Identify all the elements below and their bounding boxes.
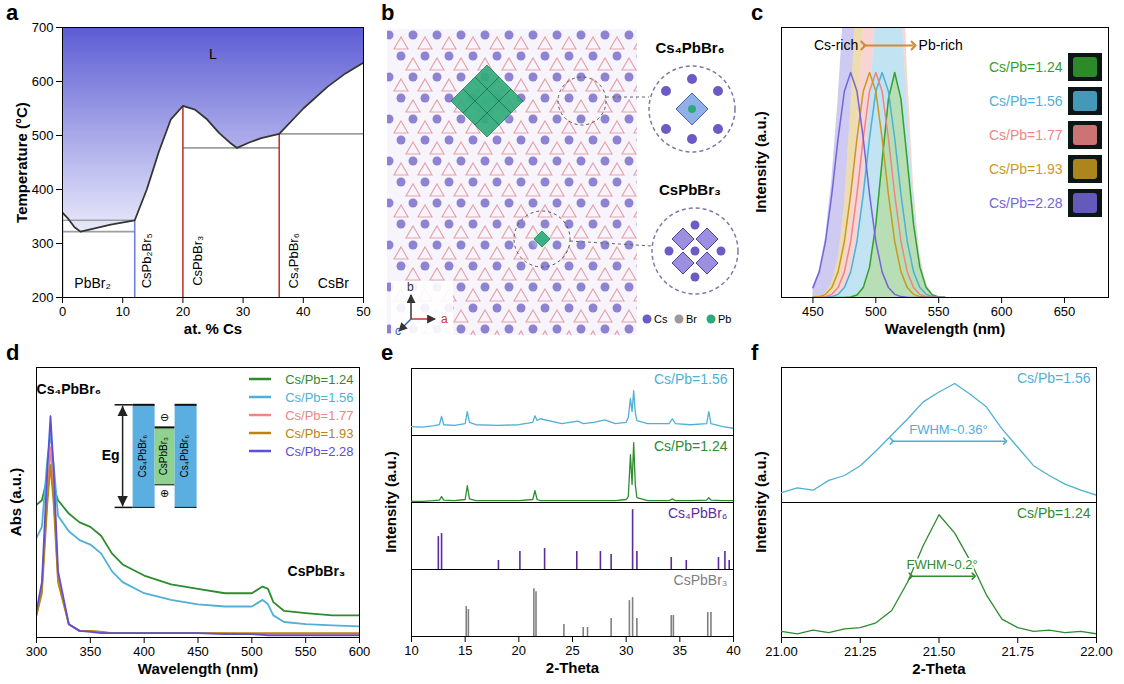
svg-text:CsPbBr₃: CsPbBr₃ — [190, 236, 205, 286]
svg-text:21.00: 21.00 — [765, 644, 798, 659]
svg-text:0: 0 — [59, 304, 66, 319]
svg-text:25: 25 — [565, 643, 579, 658]
svg-text:450: 450 — [187, 644, 209, 659]
svg-text:35: 35 — [673, 643, 687, 658]
svg-text:Cs₄PbBr₆: Cs₄PbBr₆ — [656, 39, 725, 56]
svg-text:2-Theta: 2-Theta — [912, 660, 966, 677]
svg-text:500: 500 — [241, 644, 263, 659]
svg-text:a: a — [441, 312, 448, 326]
svg-text:10: 10 — [115, 304, 129, 319]
svg-text:550: 550 — [928, 304, 950, 319]
svg-text:FWHM~0.2°: FWHM~0.2° — [907, 557, 978, 572]
svg-text:Cs/Pb=2.28: Cs/Pb=2.28 — [989, 195, 1063, 211]
svg-text:CsPbBr₃: CsPbBr₃ — [158, 437, 169, 476]
svg-text:Wavelength (nm): Wavelength (nm) — [138, 660, 258, 677]
svg-text:20: 20 — [176, 304, 190, 319]
svg-text:2-Theta: 2-Theta — [546, 659, 600, 676]
svg-text:Cs₄PbBr₆: Cs₄PbBr₆ — [286, 233, 301, 288]
svg-text:Cs/Pb=1.56: Cs/Pb=1.56 — [654, 371, 728, 387]
svg-text:Pb-rich: Pb-rich — [919, 37, 963, 53]
svg-text:40: 40 — [296, 304, 310, 319]
svg-text:30: 30 — [619, 643, 633, 658]
svg-text:Cs/Pb=1.24: Cs/Pb=1.24 — [654, 438, 728, 454]
svg-text:50: 50 — [356, 304, 370, 319]
svg-text:Temperature (°C): Temperature (°C) — [13, 102, 30, 223]
svg-text:300: 300 — [26, 644, 48, 659]
svg-text:Cs/Pb=1.56: Cs/Pb=1.56 — [989, 93, 1063, 109]
svg-text:Eg: Eg — [102, 447, 120, 463]
svg-text:Br: Br — [686, 313, 697, 325]
svg-text:Cs/Pb=1.24: Cs/Pb=1.24 — [989, 59, 1063, 75]
svg-text:600: 600 — [991, 304, 1013, 319]
svg-text:300: 300 — [32, 236, 54, 251]
svg-text:CsBr: CsBr — [318, 275, 349, 291]
svg-text:Intensity (a.u.): Intensity (a.u.) — [382, 451, 399, 553]
svg-text:Cs₄PbBr₆: Cs₄PbBr₆ — [179, 435, 190, 478]
svg-text:Abs (a.u.): Abs (a.u.) — [7, 468, 24, 536]
svg-text:Cs/Pb=1.93: Cs/Pb=1.93 — [285, 426, 353, 441]
html-text:b: b — [381, 0, 395, 25]
html-text:f: f — [751, 340, 759, 365]
svg-text:PbBr₂: PbBr₂ — [74, 275, 111, 291]
svg-text:20: 20 — [512, 643, 526, 658]
svg-text:c: c — [395, 324, 401, 338]
svg-text:Cs-rich: Cs-rich — [814, 37, 858, 53]
svg-text:Cs/Pb=1.56: Cs/Pb=1.56 — [285, 390, 353, 405]
svg-text:Cs₄PbBr₆: Cs₄PbBr₆ — [668, 505, 728, 521]
svg-text:CsPb₂Br₅: CsPb₂Br₅ — [139, 233, 154, 288]
svg-text:600: 600 — [349, 644, 371, 659]
svg-text:10: 10 — [404, 643, 418, 658]
svg-text:550: 550 — [295, 644, 317, 659]
svg-text:Cs/Pb=1.93: Cs/Pb=1.93 — [989, 161, 1063, 177]
svg-text:450: 450 — [802, 304, 824, 319]
svg-text:at. % Cs: at. % Cs — [184, 320, 242, 337]
svg-text:Wavelength (nm): Wavelength (nm) — [885, 320, 1005, 337]
svg-text:CsPbBr₃: CsPbBr₃ — [674, 572, 728, 588]
svg-text:FWHM~0.36°: FWHM~0.36° — [909, 422, 988, 437]
svg-text:200: 200 — [32, 290, 54, 305]
svg-text:700: 700 — [32, 20, 54, 35]
svg-text:400: 400 — [133, 644, 155, 659]
html-text:c: c — [751, 0, 764, 25]
svg-text:30: 30 — [236, 304, 250, 319]
html-text:d: d — [6, 340, 20, 365]
svg-text:Cs/Pb=1.24: Cs/Pb=1.24 — [1017, 505, 1091, 521]
html-text:a: a — [6, 0, 19, 25]
svg-text:15: 15 — [458, 643, 472, 658]
svg-text:22.00: 22.00 — [1080, 644, 1113, 659]
svg-text:CsPbBr₃: CsPbBr₃ — [288, 563, 346, 579]
svg-text:500: 500 — [865, 304, 887, 319]
svg-text:21.50: 21.50 — [923, 644, 956, 659]
svg-text:⊖: ⊖ — [160, 411, 169, 423]
svg-text:Intensity (a.u.): Intensity (a.u.) — [752, 451, 769, 553]
svg-text:21.75: 21.75 — [1001, 644, 1034, 659]
svg-text:40: 40 — [726, 643, 740, 658]
svg-text:CsPbBr₃: CsPbBr₃ — [659, 181, 721, 198]
svg-text:Cs/Pb=1.77: Cs/Pb=1.77 — [989, 127, 1063, 143]
svg-text:Cs/Pb=1.24: Cs/Pb=1.24 — [285, 372, 353, 387]
svg-text:b: b — [407, 280, 414, 294]
svg-text:Cs₄PbBr₆: Cs₄PbBr₆ — [37, 381, 101, 397]
svg-text:Cs₄PbBr₆: Cs₄PbBr₆ — [137, 435, 148, 478]
svg-text:650: 650 — [1054, 304, 1076, 319]
svg-text:Cs/Pb=2.28: Cs/Pb=2.28 — [285, 444, 353, 459]
svg-text:21.25: 21.25 — [844, 644, 877, 659]
svg-text:Cs/Pb=1.77: Cs/Pb=1.77 — [285, 408, 353, 423]
svg-text:Pb: Pb — [718, 313, 731, 325]
svg-text:600: 600 — [32, 74, 54, 89]
svg-text:500: 500 — [32, 128, 54, 143]
svg-text:Intensity (a.u.): Intensity (a.u.) — [752, 111, 769, 213]
svg-text:400: 400 — [32, 182, 54, 197]
svg-text:Cs: Cs — [654, 313, 668, 325]
svg-text:⊕: ⊕ — [160, 487, 169, 499]
svg-text:Cs/Pb=1.56: Cs/Pb=1.56 — [1017, 370, 1091, 386]
html-text:e: e — [381, 340, 394, 365]
svg-text:350: 350 — [79, 644, 101, 659]
svg-text:L: L — [209, 46, 217, 62]
